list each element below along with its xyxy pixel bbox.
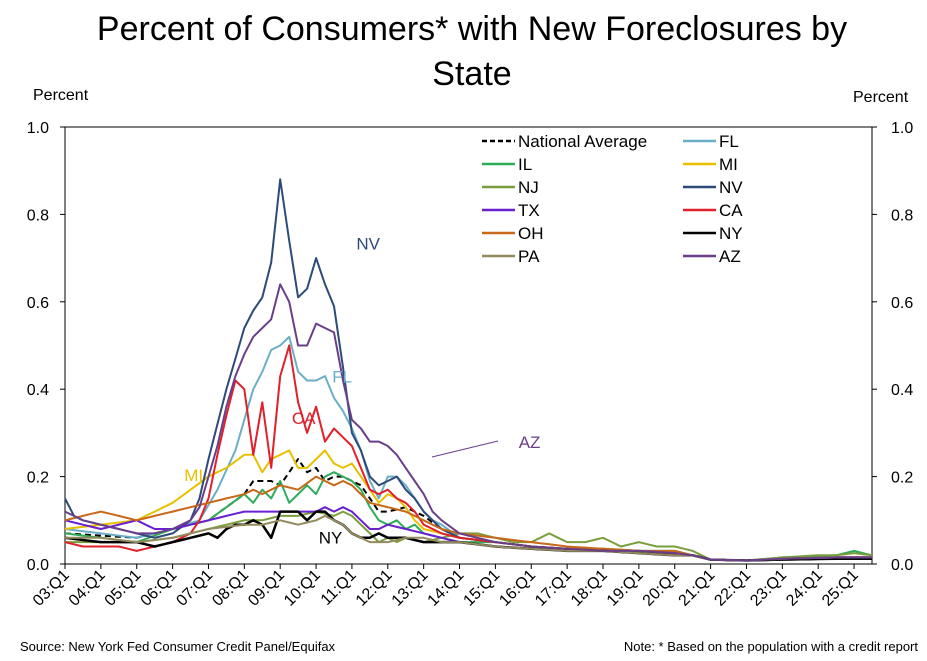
legend-label-nv: NV xyxy=(719,178,743,197)
y-axis-label-left: Percent xyxy=(33,87,89,104)
legend-label-nj: NJ xyxy=(518,178,539,197)
x-tick-label: 19:Q1 xyxy=(604,567,647,610)
plot-area xyxy=(64,126,873,565)
y-tick-right-label: 0.0 xyxy=(891,557,913,574)
legend-label-il: IL xyxy=(518,155,532,174)
x-tick-label: 04:Q1 xyxy=(66,567,109,610)
annotation-mi: MI xyxy=(184,466,203,485)
legend-label-mi: MI xyxy=(719,155,738,174)
y-tick-left-label: 0.0 xyxy=(27,557,49,574)
chart-title-line-2: State xyxy=(432,55,511,93)
y-tick-left-label: 0.4 xyxy=(27,382,49,399)
x-tick-label: 11:Q1 xyxy=(318,567,360,609)
legend-label-ca: CA xyxy=(719,201,743,220)
footnote: Note: * Based on the population with a c… xyxy=(624,639,919,654)
x-tick-label: 13:Q1 xyxy=(389,567,432,610)
az-annotation-pointer xyxy=(431,440,499,458)
series-line-oh xyxy=(64,475,872,562)
annotation-fl: FL xyxy=(332,368,352,387)
y-tick-left-label: 0.8 xyxy=(27,207,49,224)
x-tick-label: 16:Q1 xyxy=(496,567,539,610)
legend-label-pa: PA xyxy=(518,247,540,266)
legend-label-fl: FL xyxy=(719,132,739,151)
y-tick-right-label: 0.4 xyxy=(891,382,913,399)
annotation-az: AZ xyxy=(519,433,541,452)
x-tick-label: 22:Q1 xyxy=(711,567,754,610)
legend-label-tx: TX xyxy=(518,201,540,220)
x-tick-label: 21:Q1 xyxy=(676,567,719,610)
series-line-az xyxy=(64,283,872,562)
x-tick-label: 17:Q1 xyxy=(532,567,575,610)
y-tick-right-label: 0.2 xyxy=(891,470,913,487)
x-tick-label: 20:Q1 xyxy=(640,567,683,610)
x-tick-label: 23:Q1 xyxy=(747,567,790,610)
y-tick-right-label: 0.6 xyxy=(891,295,913,312)
chart-title-line-1: Percent of Consumers* with New Foreclosu… xyxy=(97,10,847,48)
y-tick-right-label: 1.0 xyxy=(891,120,913,137)
x-tick-label: 24:Q1 xyxy=(783,567,826,610)
y-tick-left-label: 0.2 xyxy=(27,470,49,487)
x-tick-label: 08:Q1 xyxy=(209,567,252,610)
x-tick-label: 07:Q1 xyxy=(173,567,216,610)
y-axis-label-right: Percent xyxy=(853,89,909,106)
source-note: Source: New York Fed Consumer Credit Pan… xyxy=(20,639,336,654)
series-line-ca xyxy=(64,344,872,562)
x-tick-label: 12:Q1 xyxy=(353,567,396,610)
x-tick-label: 05:Q1 xyxy=(102,567,145,610)
legend-label-national-average: National Average xyxy=(518,132,647,151)
legend-label-az: AZ xyxy=(719,247,741,266)
y-tick-left-label: 1.0 xyxy=(27,120,49,137)
x-tick-label: 14:Q1 xyxy=(425,567,468,610)
series-line-nv xyxy=(64,178,872,562)
y-tick-right-label: 0.8 xyxy=(891,207,913,224)
x-tick-label: 25:Q1 xyxy=(819,567,862,610)
x-tick-label: 18:Q1 xyxy=(568,567,611,610)
y-tick-left-label: 0.6 xyxy=(27,295,49,312)
x-tick-label: 15:Q1 xyxy=(460,567,503,610)
annotation-ca: CA xyxy=(292,409,316,428)
legend-label-oh: OH xyxy=(518,224,544,243)
series-line-il xyxy=(64,471,873,562)
annotation-nv: NV xyxy=(356,234,380,253)
x-tick-label: 09:Q1 xyxy=(245,567,288,610)
annotation-ny: NY xyxy=(319,528,343,547)
legend-label-ny: NY xyxy=(719,224,743,243)
x-tick-label: 06:Q1 xyxy=(138,567,181,610)
x-tick-label: 10:Q1 xyxy=(281,567,324,610)
